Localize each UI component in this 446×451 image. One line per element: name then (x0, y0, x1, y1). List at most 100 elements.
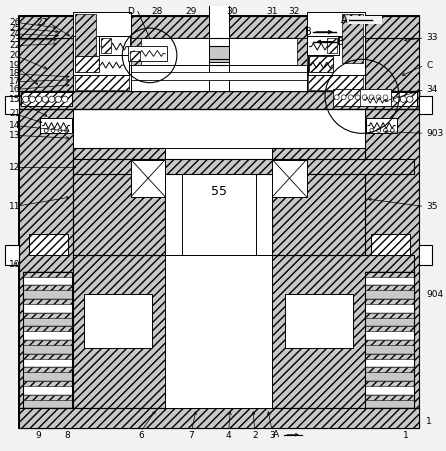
Bar (131, 52, 306, 62)
Text: 30: 30 (227, 7, 238, 16)
Bar (365, 290, 414, 299)
Bar (327, 38, 337, 53)
Bar (19, 16, 73, 428)
Bar (23, 290, 71, 299)
Circle shape (369, 95, 374, 100)
Text: 25: 25 (9, 23, 21, 32)
Bar (73, 159, 414, 175)
Circle shape (374, 96, 380, 102)
Bar (365, 372, 414, 381)
Text: 1: 1 (426, 418, 432, 427)
Bar (366, 92, 417, 106)
Text: 11: 11 (9, 202, 21, 211)
Bar (73, 38, 365, 92)
Bar (99, 36, 130, 55)
Bar (73, 12, 131, 65)
Circle shape (407, 96, 413, 102)
Circle shape (62, 96, 68, 102)
Bar (23, 359, 71, 368)
Text: 904: 904 (426, 290, 444, 299)
Text: 24: 24 (9, 29, 21, 38)
Circle shape (400, 96, 406, 102)
Text: 34: 34 (426, 85, 438, 94)
Bar (309, 40, 363, 89)
Text: C: C (426, 60, 433, 69)
Bar (131, 38, 141, 65)
Text: 22: 22 (9, 41, 21, 50)
Circle shape (23, 96, 29, 102)
Circle shape (362, 95, 367, 100)
Bar (333, 88, 391, 106)
Bar (19, 16, 419, 38)
Circle shape (355, 95, 360, 100)
Text: A: A (341, 15, 348, 25)
Bar (73, 36, 129, 75)
Text: 14: 14 (9, 121, 21, 130)
Bar (5, 245, 19, 265)
Bar (365, 359, 414, 368)
Text: 9: 9 (36, 431, 41, 440)
Circle shape (390, 129, 394, 133)
Bar (19, 38, 73, 408)
Text: 23: 23 (9, 35, 21, 44)
Text: 55: 55 (211, 185, 227, 198)
Bar (23, 276, 71, 285)
Circle shape (387, 96, 393, 102)
Bar (228, 38, 309, 65)
Bar (307, 36, 339, 55)
Bar (101, 38, 111, 53)
Bar (365, 400, 414, 408)
Circle shape (370, 129, 374, 133)
Circle shape (376, 95, 381, 100)
Bar (182, 175, 256, 255)
Bar (73, 38, 131, 92)
Text: 19: 19 (9, 60, 21, 69)
Bar (333, 88, 360, 106)
Text: 26: 26 (9, 18, 21, 27)
Text: A: A (273, 430, 279, 439)
Circle shape (368, 96, 374, 102)
Bar (19, 92, 419, 109)
Circle shape (29, 96, 35, 102)
Text: 2: 2 (252, 431, 258, 440)
Bar (23, 386, 71, 395)
Bar (365, 272, 414, 408)
Bar (165, 255, 273, 408)
Circle shape (49, 96, 55, 102)
Bar (365, 304, 414, 313)
Bar (23, 304, 71, 313)
Text: 903: 903 (426, 129, 444, 138)
Bar (75, 56, 99, 72)
Text: 35: 35 (426, 202, 438, 211)
Bar (273, 160, 306, 197)
Text: 17: 17 (9, 77, 21, 86)
Bar (23, 345, 71, 354)
Circle shape (348, 95, 353, 100)
Circle shape (334, 95, 339, 100)
Circle shape (44, 129, 48, 133)
Bar (297, 38, 306, 65)
Bar (23, 372, 71, 381)
Bar (347, 16, 382, 24)
Text: 27: 27 (37, 18, 48, 27)
Text: 32: 32 (288, 7, 300, 16)
Bar (74, 14, 96, 63)
Text: 4: 4 (226, 431, 231, 440)
Bar (273, 148, 365, 255)
Bar (73, 255, 414, 408)
Text: 7: 7 (189, 431, 194, 440)
Bar (130, 51, 140, 61)
Bar (365, 386, 414, 395)
Bar (209, 0, 228, 92)
Bar (73, 148, 165, 255)
Text: B: B (305, 27, 312, 37)
Bar (365, 331, 414, 340)
Text: 6: 6 (138, 431, 144, 440)
Text: 10: 10 (9, 261, 21, 270)
Bar (419, 97, 432, 114)
Bar (23, 318, 71, 327)
Bar (19, 408, 419, 428)
Bar (131, 72, 306, 80)
Bar (5, 97, 19, 114)
Circle shape (36, 96, 42, 102)
